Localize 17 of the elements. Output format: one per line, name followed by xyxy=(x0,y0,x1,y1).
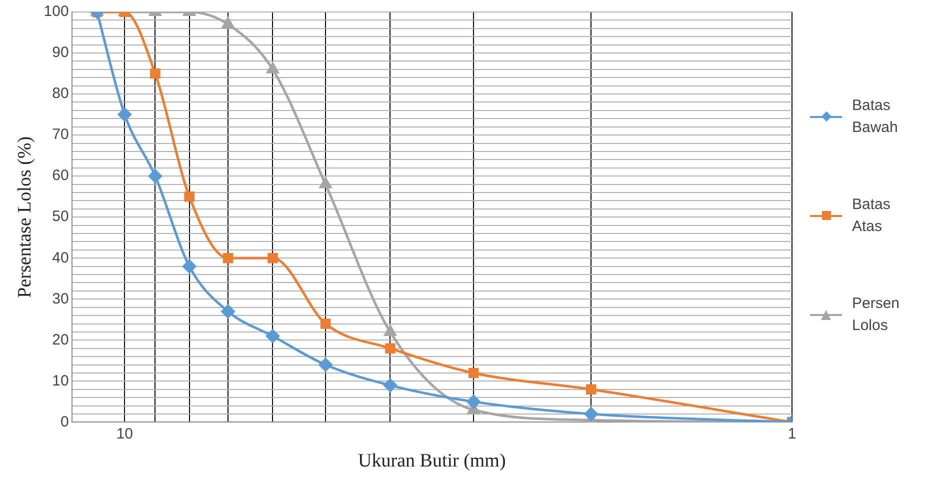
y-tick-label: 0 xyxy=(60,413,69,430)
legend-label: Batas Bawah xyxy=(852,96,899,138)
legend-label: Batas Atas xyxy=(852,195,892,237)
y-tick-label: 100 xyxy=(44,3,69,20)
y-tick-label: 10 xyxy=(52,372,69,390)
x-tick-label: 1 xyxy=(788,425,796,442)
y-tick-label: 80 xyxy=(52,85,69,102)
y-tick-label: 70 xyxy=(52,126,69,144)
y-tick-label: 30 xyxy=(52,290,69,308)
y-tick-label: 20 xyxy=(52,331,69,348)
legend-label: Persen Lolos xyxy=(852,294,901,336)
y-tick-label: 50 xyxy=(52,208,69,226)
x-axis-title: Ukuran Butir (mm) xyxy=(358,450,506,472)
y-tick-label: 90 xyxy=(52,44,69,62)
y-tick-label: 60 xyxy=(52,167,69,184)
y-tick-label: 40 xyxy=(52,249,69,266)
y-axis-title: Persentase Lolos (%) xyxy=(14,136,36,298)
